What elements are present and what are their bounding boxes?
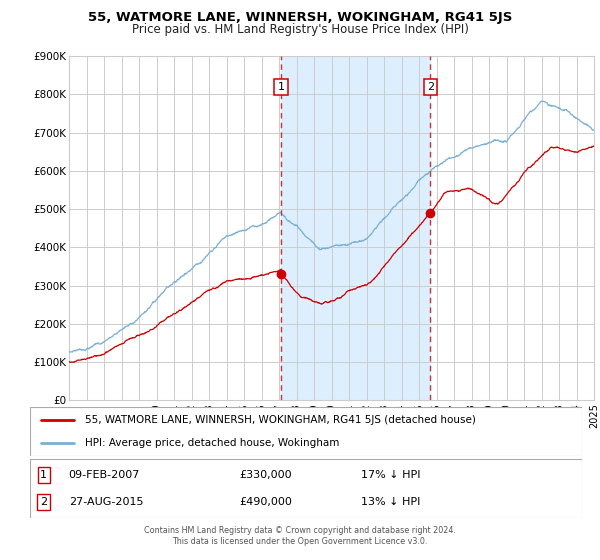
Text: 55, WATMORE LANE, WINNERSH, WOKINGHAM, RG41 5JS: 55, WATMORE LANE, WINNERSH, WOKINGHAM, R… [88, 11, 512, 24]
Text: £330,000: £330,000 [240, 470, 292, 480]
Text: Price paid vs. HM Land Registry's House Price Index (HPI): Price paid vs. HM Land Registry's House … [131, 23, 469, 36]
Text: 17% ↓ HPI: 17% ↓ HPI [361, 470, 421, 480]
Text: £490,000: £490,000 [240, 497, 293, 507]
FancyBboxPatch shape [30, 459, 582, 518]
Text: 1: 1 [40, 470, 47, 480]
Text: 2: 2 [40, 497, 47, 507]
Text: 55, WATMORE LANE, WINNERSH, WOKINGHAM, RG41 5JS (detached house): 55, WATMORE LANE, WINNERSH, WOKINGHAM, R… [85, 416, 476, 426]
Text: 27-AUG-2015: 27-AUG-2015 [68, 497, 143, 507]
Text: Contains HM Land Registry data © Crown copyright and database right 2024.
This d: Contains HM Land Registry data © Crown c… [144, 526, 456, 546]
Text: HPI: Average price, detached house, Wokingham: HPI: Average price, detached house, Woki… [85, 438, 340, 448]
Text: 09-FEB-2007: 09-FEB-2007 [68, 470, 140, 480]
Bar [281, 56, 430, 400]
Text: 1: 1 [278, 82, 284, 92]
FancyBboxPatch shape [30, 407, 582, 456]
Text: 2: 2 [427, 82, 434, 92]
Text: 13% ↓ HPI: 13% ↓ HPI [361, 497, 421, 507]
